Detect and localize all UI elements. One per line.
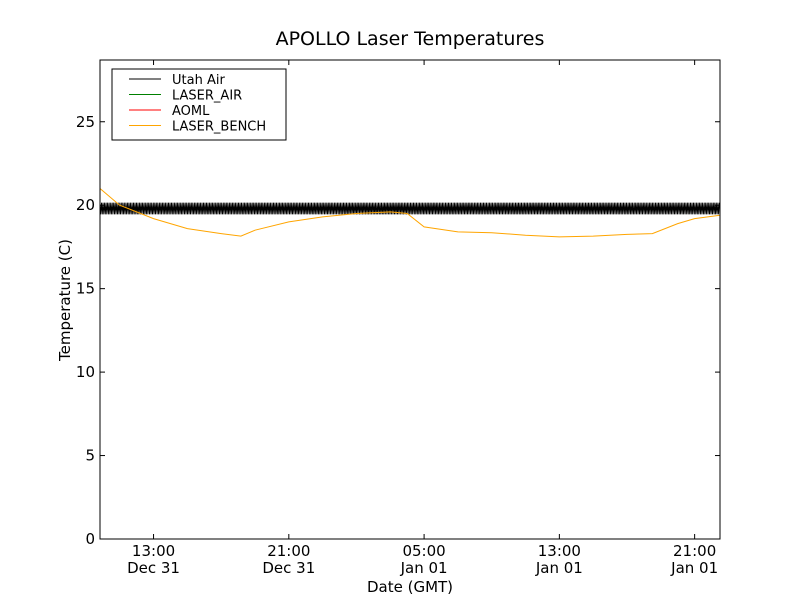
x-tick-label-date: Dec 31 bbox=[127, 559, 180, 577]
y-tick-label: 5 bbox=[85, 447, 95, 465]
chart-title: APOLLO Laser Temperatures bbox=[276, 28, 545, 50]
x-tick-label-time: 13:00 bbox=[132, 542, 175, 560]
x-tick-label-date: Jan 01 bbox=[400, 559, 448, 577]
x-tick-label-time: 05:00 bbox=[402, 542, 445, 560]
plot-frame bbox=[99, 59, 721, 540]
y-tick-label: 15 bbox=[76, 280, 95, 298]
x-tick-label-date: Dec 31 bbox=[262, 559, 315, 577]
series-line-laser-bench bbox=[99, 188, 721, 238]
legend-entry: LASER_AIR bbox=[172, 89, 242, 104]
x-tick-label-time: 21:00 bbox=[267, 542, 310, 560]
x-tick-label-date: Jan 01 bbox=[670, 559, 718, 577]
x-tick-label-time: 21:00 bbox=[673, 542, 716, 560]
series-layer bbox=[99, 188, 721, 238]
y-tick-label: 25 bbox=[76, 113, 95, 131]
y-tick-label: 20 bbox=[76, 196, 95, 214]
legend-entry: AOML bbox=[172, 104, 210, 119]
legend-frame bbox=[111, 68, 287, 141]
y-tick-label: 0 bbox=[85, 530, 95, 548]
series-line-utah-air bbox=[99, 202, 720, 215]
legend-entry: LASER_BENCH bbox=[172, 120, 266, 135]
x-tick-label-date: Jan 01 bbox=[535, 559, 583, 577]
y-tick-label: 10 bbox=[76, 363, 95, 381]
y-axis-label: Temperature (C) bbox=[56, 239, 74, 362]
x-tick-label-time: 13:00 bbox=[538, 542, 581, 560]
x-axis-label: Date (GMT) bbox=[367, 578, 453, 596]
legend-entry: Utah Air bbox=[172, 73, 225, 88]
